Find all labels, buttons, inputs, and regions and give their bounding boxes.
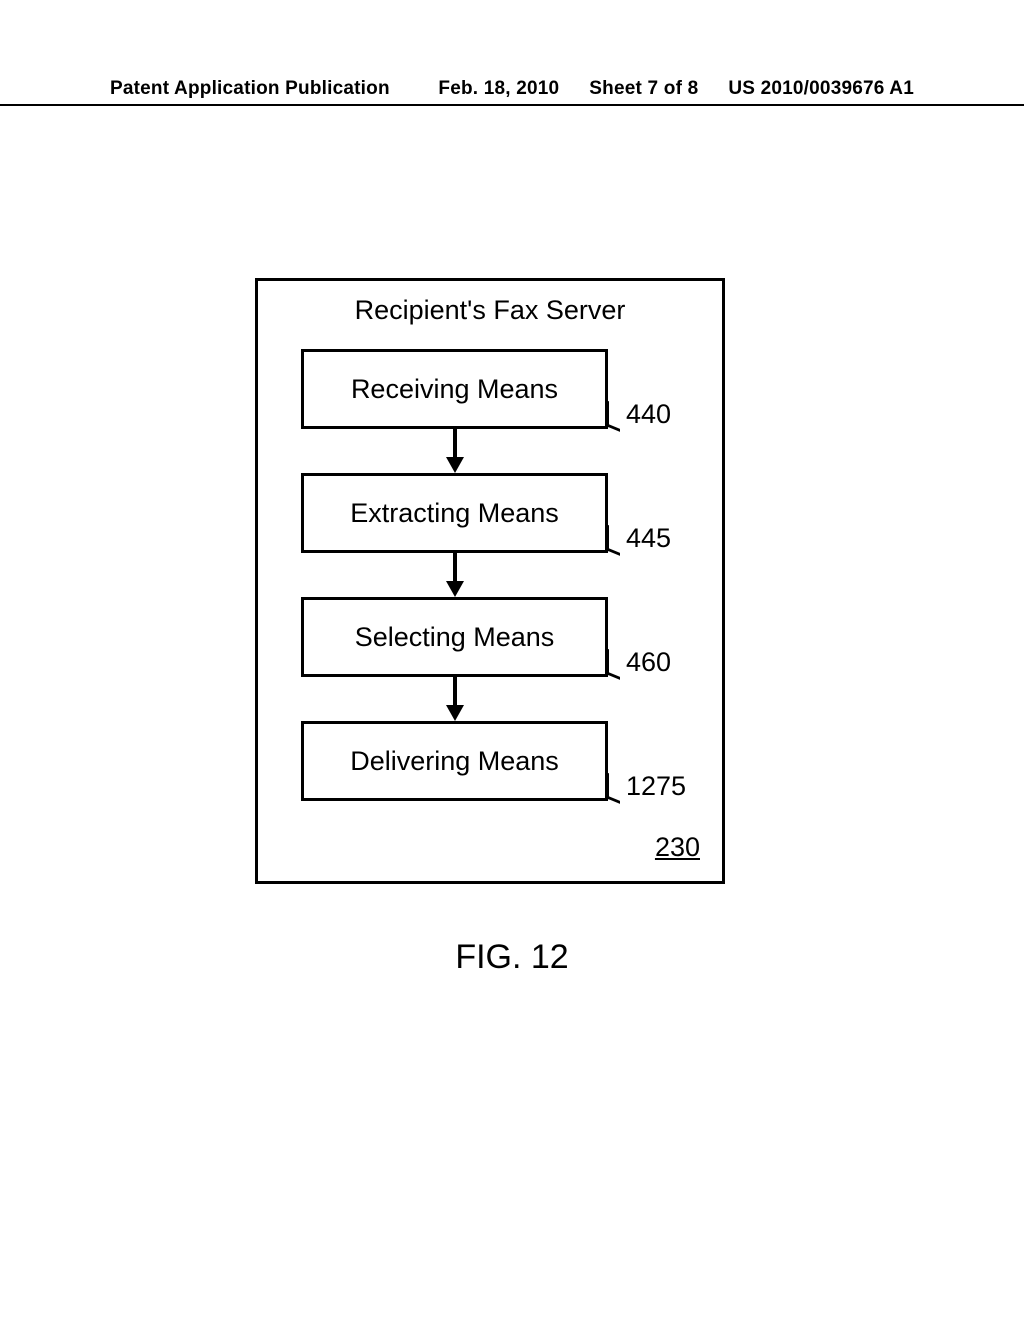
ref-label: 440: [626, 399, 671, 430]
flow-box: Extracting Means: [301, 473, 608, 553]
outer-box-ref: 230: [655, 832, 700, 863]
header-sheet: Sheet 7 of 8: [589, 78, 698, 100]
arrow: [453, 677, 457, 707]
flow-box: Delivering Means: [301, 721, 608, 801]
arrow: [453, 553, 457, 583]
ref-connector: [606, 524, 620, 556]
flow-box: Receiving Means: [301, 349, 608, 429]
ref-label: 1275: [626, 771, 686, 802]
arrow-head-icon: [446, 457, 464, 473]
header-right-group: Feb. 18, 2010 Sheet 7 of 8 US 2010/00396…: [438, 78, 914, 100]
header-pubno: US 2010/0039676 A1: [728, 78, 914, 100]
header-left: Patent Application Publication: [110, 78, 390, 100]
ref-connector: [606, 648, 620, 680]
flow-box: Selecting Means: [301, 597, 608, 677]
figure-label: FIG. 12: [0, 938, 1024, 977]
header-date: Feb. 18, 2010: [438, 78, 559, 100]
ref-label: 460: [626, 647, 671, 678]
page: Patent Application Publication Feb. 18, …: [0, 0, 1024, 1320]
ref-connector: [606, 772, 620, 804]
ref-label: 445: [626, 523, 671, 554]
arrow: [453, 429, 457, 459]
ref-connector: [606, 400, 620, 432]
page-header: Patent Application Publication Feb. 18, …: [0, 78, 1024, 106]
arrow-head-icon: [446, 705, 464, 721]
arrow-head-icon: [446, 581, 464, 597]
outer-box-title: Recipient's Fax Server: [258, 295, 722, 326]
